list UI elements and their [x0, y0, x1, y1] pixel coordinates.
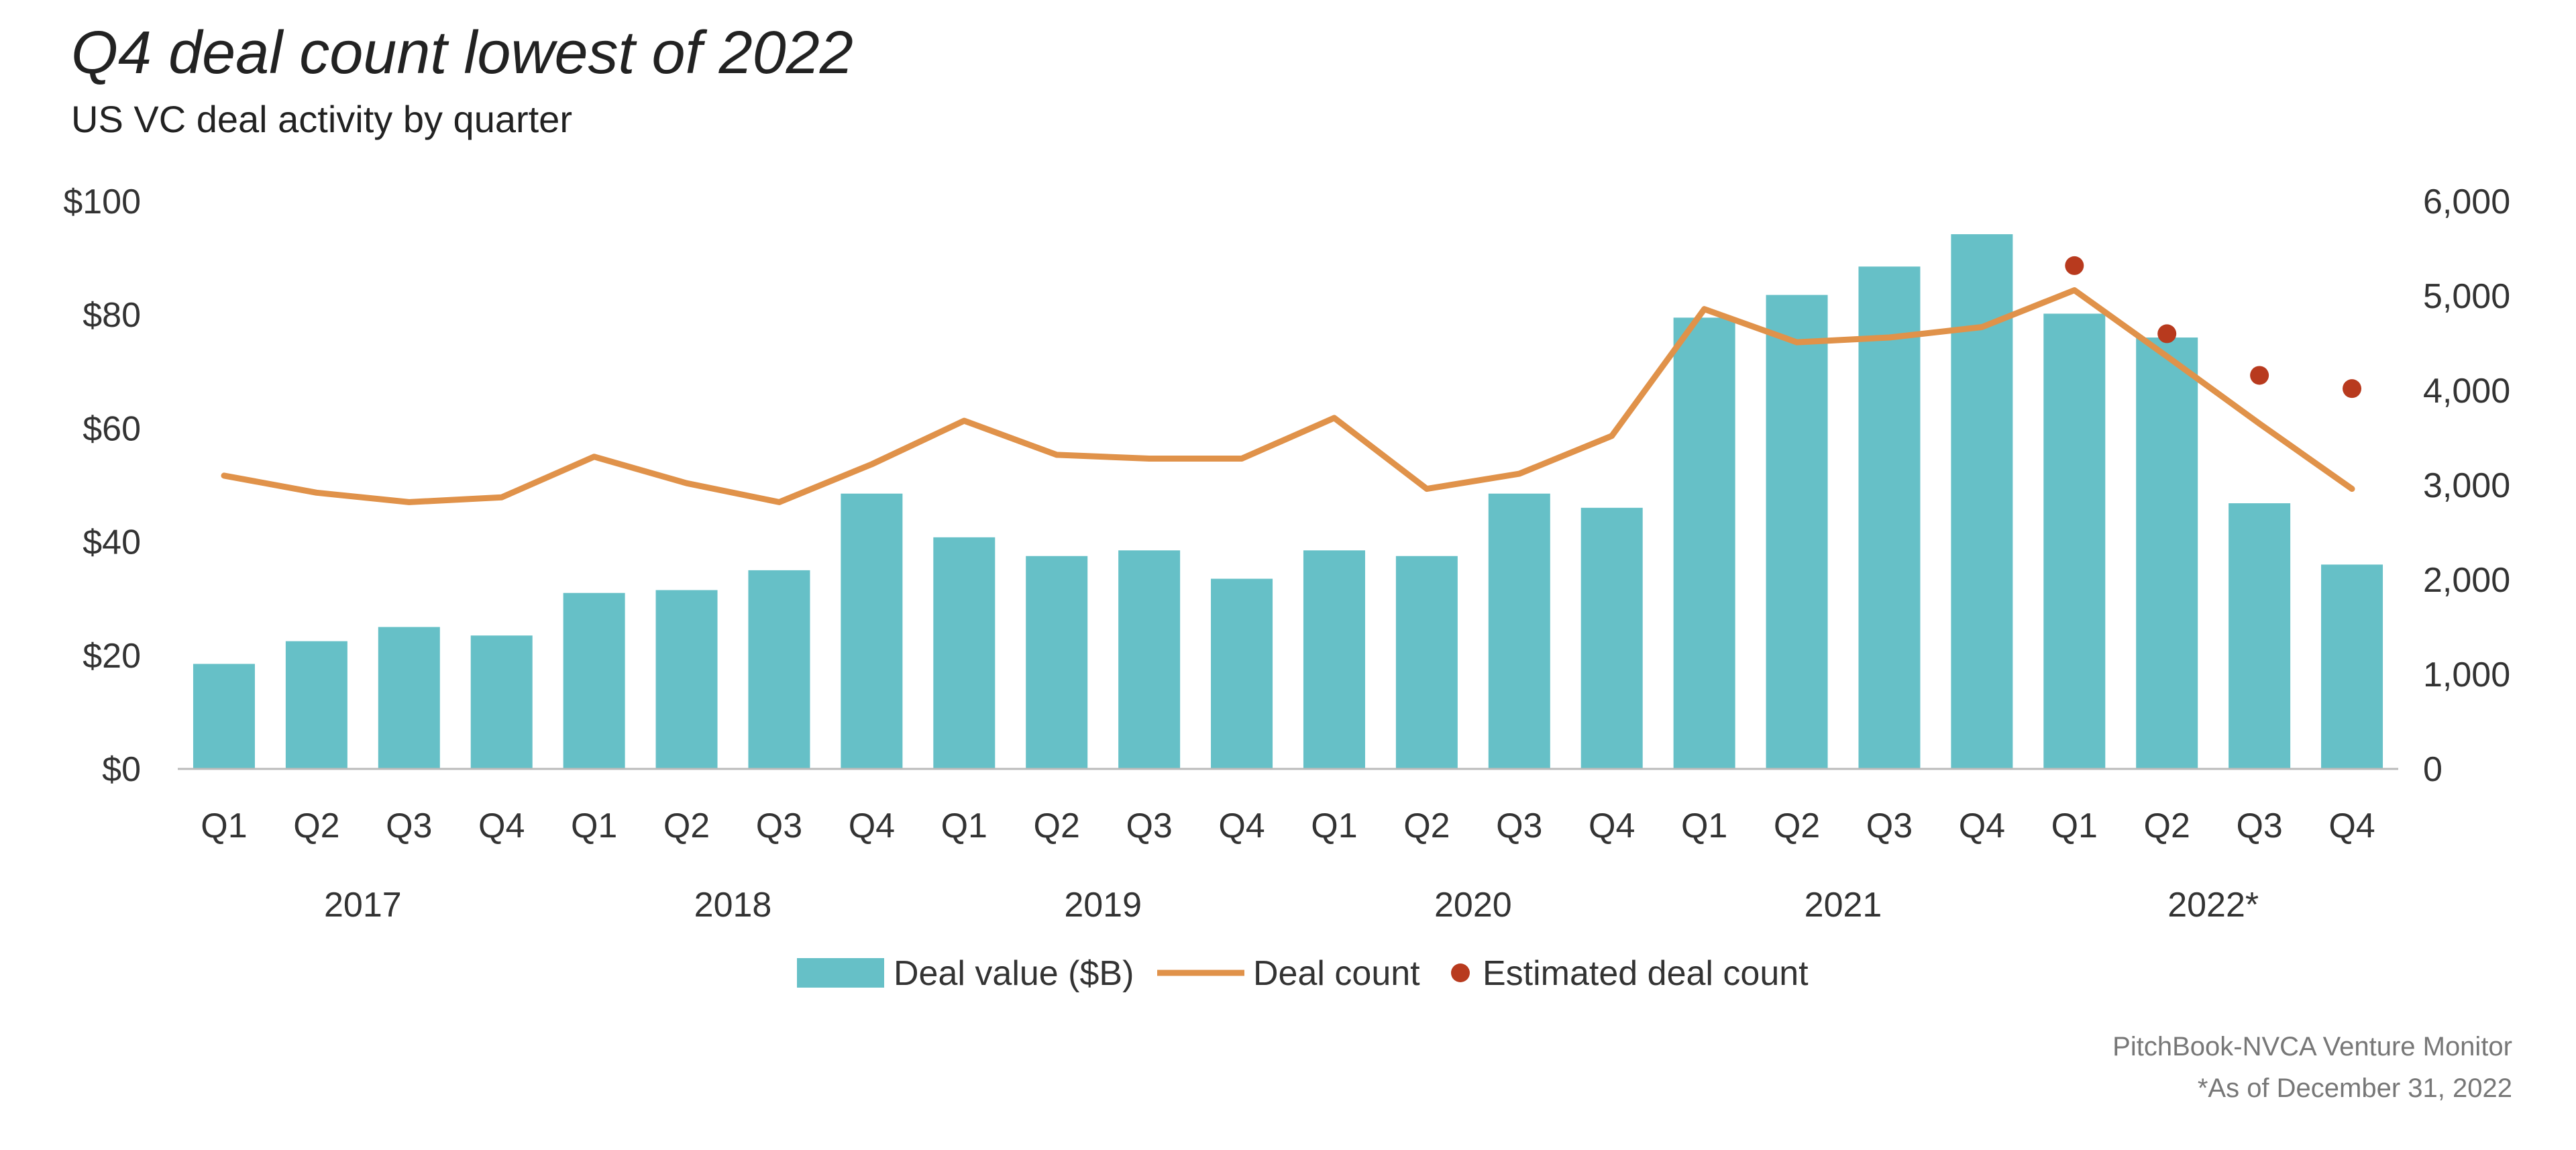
chart-title: Q4 deal count lowest of 2022: [71, 19, 853, 87]
y-left-tick-label: $0: [102, 750, 141, 789]
estimated-dot: [2343, 379, 2362, 399]
x-tick-label: Q2: [1774, 806, 1820, 845]
deal-count-line: [221, 287, 2355, 505]
y-left-tick-label: $100: [63, 182, 141, 221]
y-right-tick-label: 6,000: [2423, 182, 2510, 221]
legend-label-deal-count: Deal count: [1253, 954, 1420, 993]
x-tick-label: Q4: [1218, 806, 1265, 845]
legend-label-deal-value: Deal value ($B): [894, 954, 1134, 993]
bar: [1488, 493, 1550, 769]
bar: [1118, 550, 1181, 769]
x-tick-label: Q1: [2051, 806, 2098, 845]
y-left-tick-label: $80: [83, 296, 141, 335]
bar: [378, 627, 440, 769]
legend: Deal value ($B) Deal count Estimated deal …: [797, 954, 1809, 993]
bar: [2229, 503, 2291, 769]
y-axis-right: 0 1,000 2,000 3,000 4,000 5,000 6,000: [2423, 182, 2510, 789]
bar: [1951, 234, 2013, 769]
estimated-dot-series: [2065, 256, 2362, 399]
chart-subtitle: US VC deal activity by quarter: [71, 98, 572, 140]
year-label: 2018: [694, 886, 772, 925]
bar: [1211, 578, 1273, 769]
x-tick-label: Q3: [1496, 806, 1542, 845]
x-tick-label: Q3: [386, 806, 432, 845]
bar: [1395, 556, 1458, 769]
bar: [2043, 313, 2106, 769]
bar: [285, 641, 347, 769]
x-tick-label: Q4: [2328, 806, 2375, 845]
x-tick-label: Q1: [571, 806, 617, 845]
x-tick-label: Q2: [1034, 806, 1080, 845]
bar: [748, 570, 810, 769]
y-right-tick-label: 1,000: [2423, 656, 2510, 694]
y-left-tick-label: $60: [83, 409, 141, 448]
y-right-tick-label: 4,000: [2423, 372, 2510, 411]
bar-series: [193, 234, 2383, 770]
bar: [193, 664, 255, 769]
x-tick-label: Q2: [2144, 806, 2190, 845]
x-tick-label: Q1: [941, 806, 987, 845]
x-tick-label: Q1: [201, 806, 247, 845]
x-tick-label: Q4: [1589, 806, 1635, 845]
bar: [470, 635, 533, 769]
bar: [1026, 556, 1088, 769]
y-right-tick-label: 3,000: [2423, 466, 2510, 505]
x-tick-label: Q3: [1866, 806, 1913, 845]
x-tick-label: Q2: [1403, 806, 1450, 845]
bar: [1858, 266, 1921, 769]
x-tick-label: Q2: [663, 806, 710, 845]
bar: [841, 493, 903, 769]
y-left-tick-label: $20: [83, 637, 141, 676]
bar: [655, 590, 718, 769]
bar: [1303, 550, 1365, 769]
x-tick-label: Q1: [1681, 806, 1727, 845]
bar: [1673, 317, 1735, 769]
y-right-tick-label: 2,000: [2423, 561, 2510, 600]
estimated-dot: [2065, 256, 2084, 275]
year-label: 2022*: [2167, 886, 2259, 925]
bar: [1580, 507, 1643, 769]
x-tick-label: Q4: [849, 806, 895, 845]
bar: [2321, 564, 2383, 769]
bar: [933, 537, 996, 769]
x-tick-label: Q4: [1959, 806, 2005, 845]
estimated-dot: [2157, 324, 2177, 344]
legend-swatch-dot: [1451, 963, 1470, 982]
year-label: 2019: [1064, 886, 1142, 925]
footnote-text: *As of December 31, 2022: [2197, 1074, 2512, 1103]
x-axis-categories: Q1 Q2 Q3 Q4 Q1 Q2 Q3 Q4 Q1 Q2 Q3 Q4 Q1 Q2 Q3 Q4 Q1 Q2 Q3 Q4…: [201, 806, 2375, 845]
bar: [563, 592, 625, 769]
x-tick-label: Q3: [2236, 806, 2282, 845]
x-tick-label: Q2: [293, 806, 339, 845]
y-right-tick-label: 5,000: [2423, 277, 2510, 316]
x-tick-label: Q1: [1311, 806, 1357, 845]
x-tick-label: Q3: [756, 806, 802, 845]
x-axis-years: 2017 2018 2019 2020 2021 2022*: [324, 886, 2259, 925]
x-tick-label: Q4: [478, 806, 525, 845]
bar: [2136, 337, 2198, 769]
legend-label-estimated: Estimated deal count: [1483, 954, 1809, 993]
year-label: 2021: [1805, 886, 1882, 925]
bar: [1766, 295, 1828, 770]
estimated-dot: [2250, 366, 2269, 385]
year-label: 2020: [1434, 886, 1512, 925]
source-text: PitchBook-NVCA Venture Monitor: [2112, 1032, 2512, 1061]
y-left-tick-label: $40: [83, 523, 141, 562]
legend-swatch-bar: [797, 958, 884, 988]
year-label: 2017: [324, 886, 402, 925]
y-axis-left: $0 $20 $40 $60 $80 $100: [63, 182, 141, 789]
y-right-tick-label: 0: [2423, 750, 2443, 789]
x-tick-label: Q3: [1126, 806, 1172, 845]
